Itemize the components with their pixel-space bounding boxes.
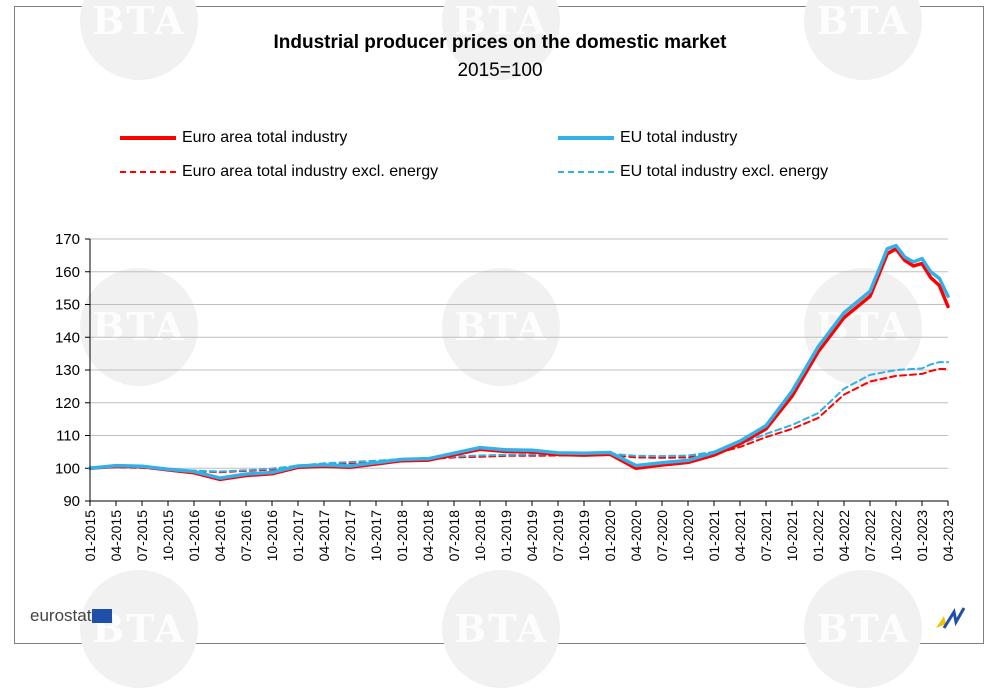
x-tick-label: 10-2016 xyxy=(264,510,280,562)
x-tick-label: 07-2016 xyxy=(238,510,254,562)
x-tick-label: 10-2021 xyxy=(784,510,800,562)
x-tick-label: 04-2016 xyxy=(212,510,228,562)
x-tick-label: 04-2022 xyxy=(836,510,852,562)
eu-flag-icon xyxy=(92,609,113,623)
x-tick-label: 10-2017 xyxy=(368,510,384,562)
grid-lines xyxy=(90,238,948,469)
y-tick-label: 160 xyxy=(55,264,80,281)
x-axis-ticks: 01-2015 04-2015 07-2015 10-2015 01-2016 04-20… xyxy=(82,501,956,561)
legend-label-eu-excl-energy: EU total industry excl. energy xyxy=(620,163,829,180)
chart-title: Industrial producer prices on the domest… xyxy=(273,32,727,53)
x-tick-label: 01-2022 xyxy=(810,510,826,562)
x-tick-label: 07-2020 xyxy=(654,510,670,562)
x-tick-label: 07-2021 xyxy=(758,510,774,562)
x-tick-label: 10-2018 xyxy=(472,510,488,562)
x-tick-label: 07-2019 xyxy=(550,510,566,562)
x-tick-label: 01-2015 xyxy=(82,510,98,562)
brand-mark-icon xyxy=(936,607,966,629)
x-tick-label: 07-2017 xyxy=(342,510,358,562)
y-tick-label: 170 xyxy=(55,231,80,248)
x-tick-label: 04-2017 xyxy=(316,510,332,562)
y-tick-label: 120 xyxy=(55,395,80,412)
x-tick-label: 07-2022 xyxy=(862,510,878,562)
legend-label-euro-area-total: Euro area total industry xyxy=(182,129,348,146)
y-tick-label: 90 xyxy=(63,493,80,510)
x-tick-label: 07-2018 xyxy=(446,510,462,562)
x-tick-label: 10-2015 xyxy=(160,510,176,562)
x-tick-label: 04-2019 xyxy=(524,510,540,562)
series-line-euro-area-excl-energy xyxy=(89,368,949,474)
y-tick-label: 130 xyxy=(55,362,80,379)
x-tick-label: 01-2017 xyxy=(290,510,306,562)
y-tick-label: 150 xyxy=(55,297,80,314)
x-tick-label: 07-2015 xyxy=(134,510,150,562)
x-tick-label: 04-2015 xyxy=(108,510,124,562)
series-line-eu-excl-energy xyxy=(89,361,949,473)
chart-subtitle: 2015=100 xyxy=(457,60,543,81)
x-tick-label: 04-2020 xyxy=(628,510,644,562)
series-line-eu-total xyxy=(88,243,950,480)
x-tick-label: 01-2021 xyxy=(706,510,722,562)
x-tick-label: 01-2020 xyxy=(602,510,618,562)
y-tick-label: 140 xyxy=(55,329,80,346)
x-tick-label: 10-2019 xyxy=(576,510,592,562)
watermark-mid-left: BTA xyxy=(80,268,198,386)
watermark-mid-center: BTA xyxy=(442,268,560,386)
legend-swatch-eu-total xyxy=(558,136,614,140)
x-tick-label: 10-2020 xyxy=(680,510,696,562)
legend-item-euro-area-excl-energy: Euro area total industry excl. energy xyxy=(120,162,438,182)
x-tick-label: 10-2022 xyxy=(888,510,904,562)
x-tick-label: 04-2023 xyxy=(940,510,956,562)
y-tick-label: 100 xyxy=(55,460,80,477)
legend-item-eu-total: EU total industry xyxy=(558,128,737,148)
x-tick-label: 01-2019 xyxy=(498,510,514,562)
legend-label-eu-total: EU total industry xyxy=(620,129,738,146)
x-tick-label: 01-2023 xyxy=(914,510,930,562)
legend-swatch-euro-area-total xyxy=(120,136,176,140)
x-tick-label: 04-2021 xyxy=(732,510,748,562)
legend-label-euro-area-excl-energy: Euro area total industry excl. energy xyxy=(182,163,439,180)
eurostat-logo-text: eurostat xyxy=(30,606,92,625)
x-tick-label: 01-2018 xyxy=(394,510,410,562)
y-axis-ticks: 90 100 110 120 130 140 150 160 170 xyxy=(55,231,90,510)
legend-swatch-eu-excl-energy xyxy=(558,171,614,173)
series-line-euro-area-total xyxy=(88,247,950,482)
legend-swatch-euro-area-excl-energy xyxy=(120,171,176,173)
eurostat-logo: eurostat xyxy=(30,606,113,626)
watermark-top-right: BTA xyxy=(804,0,922,80)
y-tick-label: 110 xyxy=(56,428,80,445)
line-chart: 90 100 110 120 130 140 150 160 170 01-2015 04-201… xyxy=(55,231,956,561)
x-tick-label: 04-2018 xyxy=(420,510,436,562)
series-lines xyxy=(88,243,950,482)
x-tick-label: 01-2016 xyxy=(186,510,202,562)
legend-item-euro-area-total: Euro area total industry xyxy=(120,128,347,148)
legend-item-eu-excl-energy: EU total industry excl. energy xyxy=(558,162,828,182)
